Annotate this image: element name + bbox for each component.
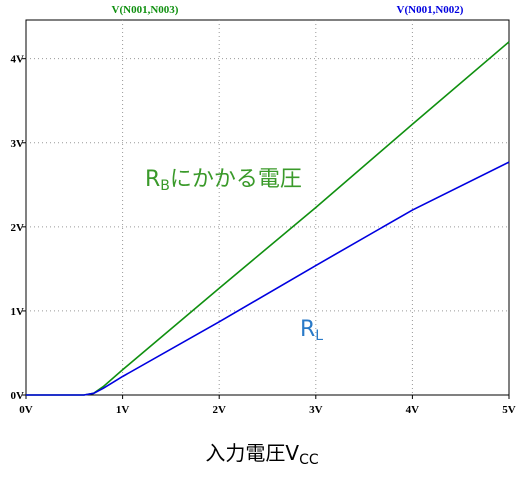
plot-frame — [25, 19, 510, 396]
x-tick-label: 0V — [19, 404, 33, 416]
y-tick-label: 0V — [11, 390, 25, 402]
y-tick-label: 3V — [11, 138, 25, 150]
x-tick-label: 1V — [116, 404, 130, 416]
x-tick-label: 2V — [212, 404, 226, 416]
annotation-sub: B — [160, 178, 170, 194]
x-tick-label: 4V — [406, 404, 420, 416]
annotation-rl: RL — [300, 317, 323, 344]
annotation-text: R — [145, 167, 160, 192]
legend-label: V(N001,N002) — [397, 4, 464, 16]
annotation-text: にかかる電圧 — [170, 167, 302, 192]
x-axis-label: 入力電圧VCC — [205, 441, 318, 468]
y-tick-label: 2V — [11, 222, 25, 234]
legend-label: V(N001,N003) — [112, 4, 179, 16]
x-axis-label-sub: CC — [299, 452, 319, 468]
x-tick-label: 5V — [502, 404, 516, 416]
annotation-rb: RBにかかる電圧 — [145, 167, 302, 194]
x-axis-label-text: 入力電圧V — [205, 441, 299, 465]
series-line — [26, 41, 510, 396]
annotation-sub: L — [315, 328, 323, 344]
series-line — [26, 161, 510, 396]
y-tick-label: 1V — [11, 306, 25, 318]
y-tick-label: 4V — [11, 54, 25, 66]
annotation-text: R — [300, 317, 315, 342]
x-tick-label: 3V — [309, 404, 323, 416]
